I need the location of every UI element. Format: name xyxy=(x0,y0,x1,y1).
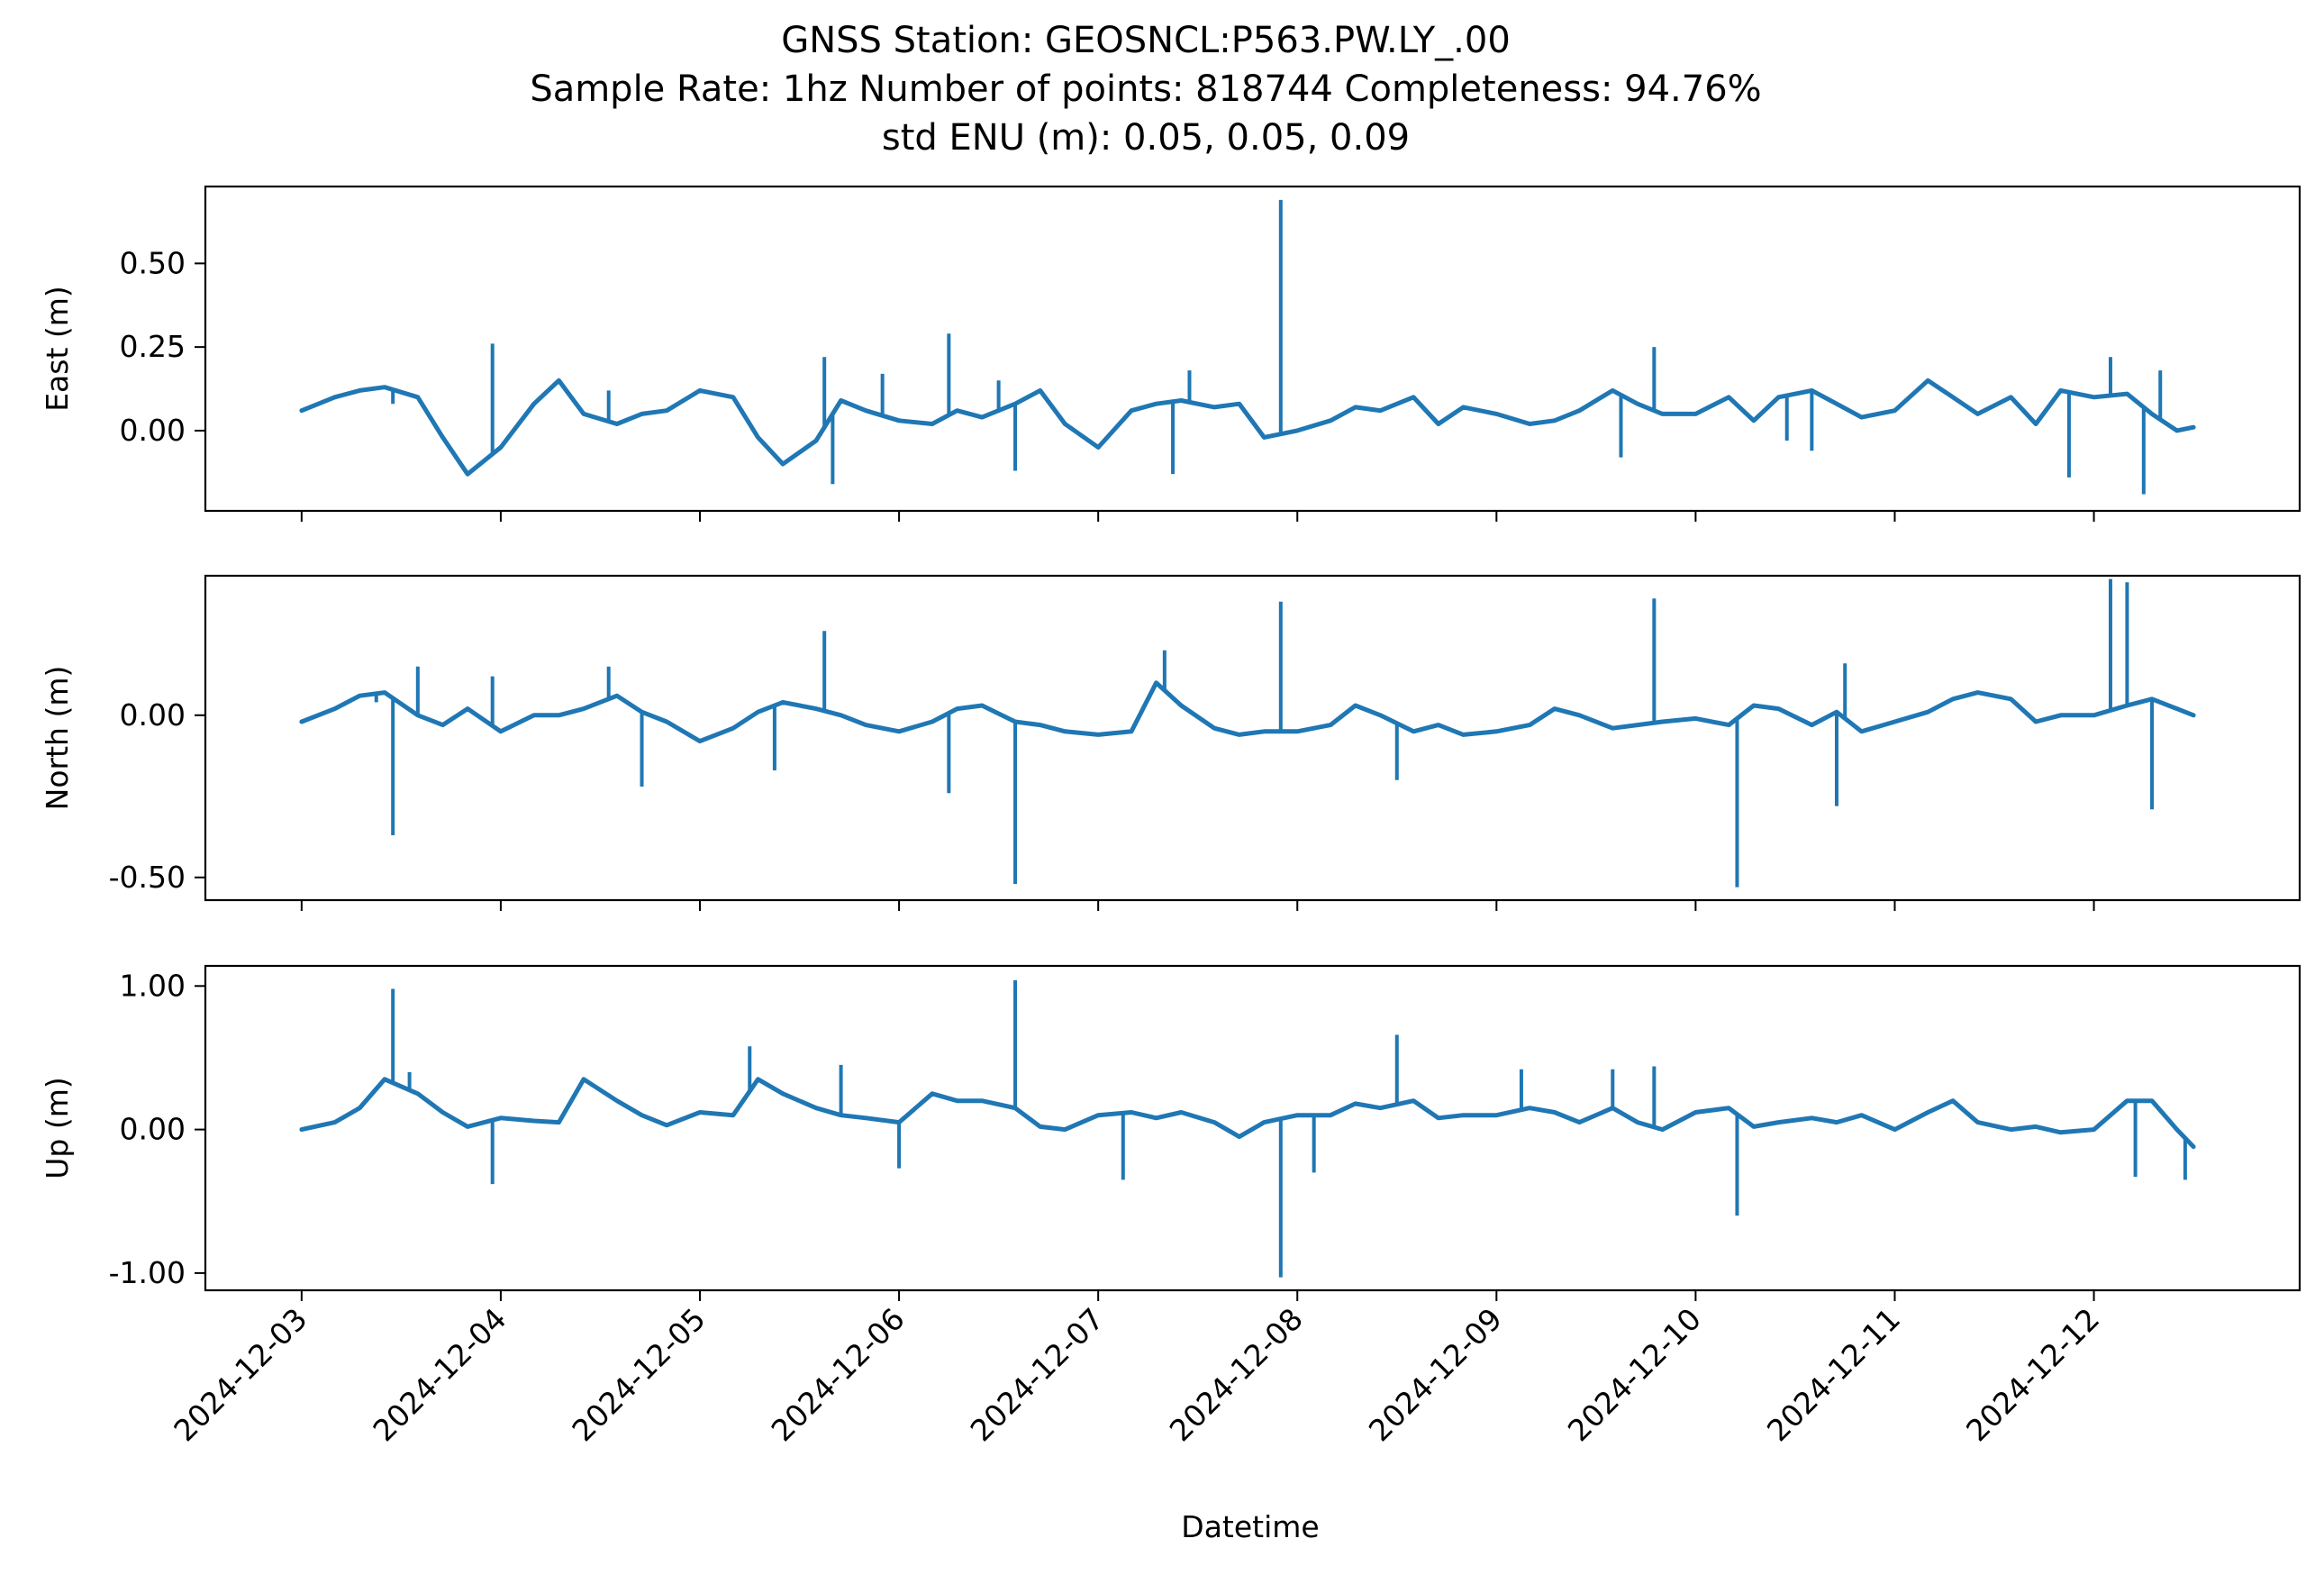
x-axis: 2024-12-03 2024-12-04 2024-12-05 2024-12-06… xyxy=(167,1301,2106,1448)
xtick-label-3: 2024-12-06 xyxy=(765,1301,912,1448)
east-ytick-label-1: 0.25 xyxy=(120,329,186,364)
title-line-station: GNSS Station: GEOSNCL:P563.PW.LY_.00 xyxy=(781,20,1511,61)
panel-up: 1.00 0.00 -1.00 Up (m) xyxy=(40,964,2301,1301)
xtick-label-7: 2024-12-10 xyxy=(1561,1301,1708,1448)
east-ytick-label-0: 0.50 xyxy=(120,245,186,280)
x-axis-label: Datetime xyxy=(1181,1509,1319,1544)
east-series-line xyxy=(299,378,2196,477)
up-ylabel: Up (m) xyxy=(40,1077,75,1179)
up-ytick-label-0: 1.00 xyxy=(120,968,186,1003)
xtick-label-6: 2024-12-09 xyxy=(1362,1301,1509,1448)
north-ylabel: North (m) xyxy=(40,666,75,811)
up-ytick-label-1: 0.00 xyxy=(120,1112,186,1147)
xtick-label-8: 2024-12-11 xyxy=(1760,1301,1907,1448)
north-ytick-label-1: -0.50 xyxy=(109,860,186,895)
panel-north: 0.00 -0.50 North (m) xyxy=(40,574,2301,911)
xtick-label-1: 2024-12-04 xyxy=(366,1301,513,1448)
east-ylabel: East (m) xyxy=(40,286,75,412)
north-ytick-label-0: 0.00 xyxy=(120,697,186,733)
xtick-label-0: 2024-12-03 xyxy=(167,1301,313,1448)
title-line-std-enu: std ENU (m): 0.05, 0.05, 0.09 xyxy=(882,117,1410,159)
xtick-label-5: 2024-12-08 xyxy=(1163,1301,1310,1448)
north-series-line xyxy=(299,680,2196,744)
east-axes-frame xyxy=(204,185,2301,513)
xtick-label-4: 2024-12-07 xyxy=(964,1301,1111,1448)
panel-east: 0.50 0.25 0.00 East (m) xyxy=(40,185,2301,522)
up-axes-frame xyxy=(204,964,2301,1292)
title-line-sample-info: Sample Rate: 1hz Number of points: 81874… xyxy=(530,68,1761,110)
north-axes-frame xyxy=(204,574,2301,902)
up-series-line xyxy=(299,1077,2196,1150)
panels: 0.50 0.25 0.00 East (m) 0.00 -0.50 North (m) 1.… xyxy=(40,185,2301,1301)
xtick-label-2: 2024-12-05 xyxy=(565,1301,712,1448)
east-ytick-label-2: 0.00 xyxy=(120,413,186,448)
up-ytick-label-2: -1.00 xyxy=(109,1255,186,1290)
chart-title: GNSS Station: GEOSNCL:P563.PW.LY_.00 Sam… xyxy=(530,20,1761,159)
xtick-label-9: 2024-12-12 xyxy=(1959,1301,2106,1448)
